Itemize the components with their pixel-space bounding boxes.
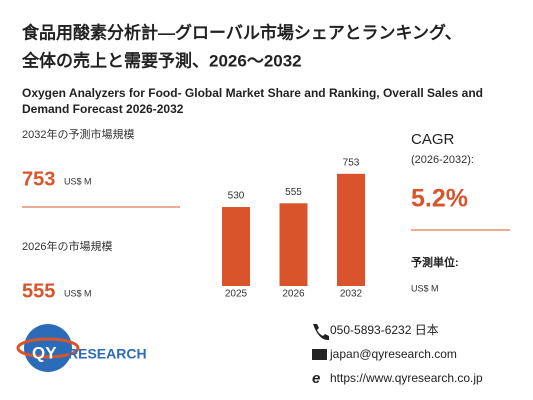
title-line: 全体の売上と需要予測、2026～2032 bbox=[21, 50, 302, 70]
contact-email: japan@qyresearch.com bbox=[329, 347, 457, 361]
stat-value: 753 bbox=[22, 168, 55, 190]
web-icon: e bbox=[312, 370, 320, 387]
bar bbox=[279, 203, 308, 286]
contact-web: https://www.qyresearch.co.jp bbox=[330, 371, 483, 385]
contact-phone: 050-5893-6232 日本 bbox=[330, 323, 439, 337]
bar bbox=[337, 173, 365, 286]
subtitle-line: Demand Forecast 2026-2032 bbox=[22, 102, 184, 116]
subtitle-line: Oxygen Analyzers for Food- Global Market… bbox=[22, 86, 483, 100]
logo-globe bbox=[24, 324, 72, 372]
value-label: 530 bbox=[228, 191, 245, 202]
stat-value: 555 bbox=[22, 280, 55, 302]
stat-label: 2032年の予測市場規模 bbox=[22, 127, 134, 141]
x-tick-label: 2025 bbox=[225, 289, 248, 300]
cagr-period: (2026-2032): bbox=[411, 154, 474, 166]
logo: QY RESEARCH bbox=[16, 324, 147, 372]
bar bbox=[222, 207, 250, 286]
stat-unit: US$ M bbox=[64, 176, 92, 186]
x-tick-label: 2032 bbox=[340, 289, 363, 300]
mail-icon bbox=[312, 349, 327, 360]
logo-mark: QY bbox=[32, 343, 57, 362]
stat-unit: US$ M bbox=[64, 288, 92, 298]
logo-orbit bbox=[16, 337, 80, 359]
x-tick-label: 2026 bbox=[282, 289, 305, 300]
cagr-value: 5.2% bbox=[411, 185, 468, 213]
unit-label: 予測単位: bbox=[411, 255, 459, 269]
value-label: 753 bbox=[343, 157, 360, 168]
logo-text: RESEARCH bbox=[68, 346, 147, 362]
stat-label: 2026年の市場規模 bbox=[22, 239, 112, 253]
phone-icon bbox=[313, 324, 329, 341]
value-label: 555 bbox=[285, 187, 302, 198]
unit-value: US$ M bbox=[411, 283, 439, 293]
title-line: 食品用酸素分析計—グローバル市場シェアとランキング、 bbox=[22, 22, 462, 42]
cagr-label: CAGR bbox=[411, 131, 455, 148]
